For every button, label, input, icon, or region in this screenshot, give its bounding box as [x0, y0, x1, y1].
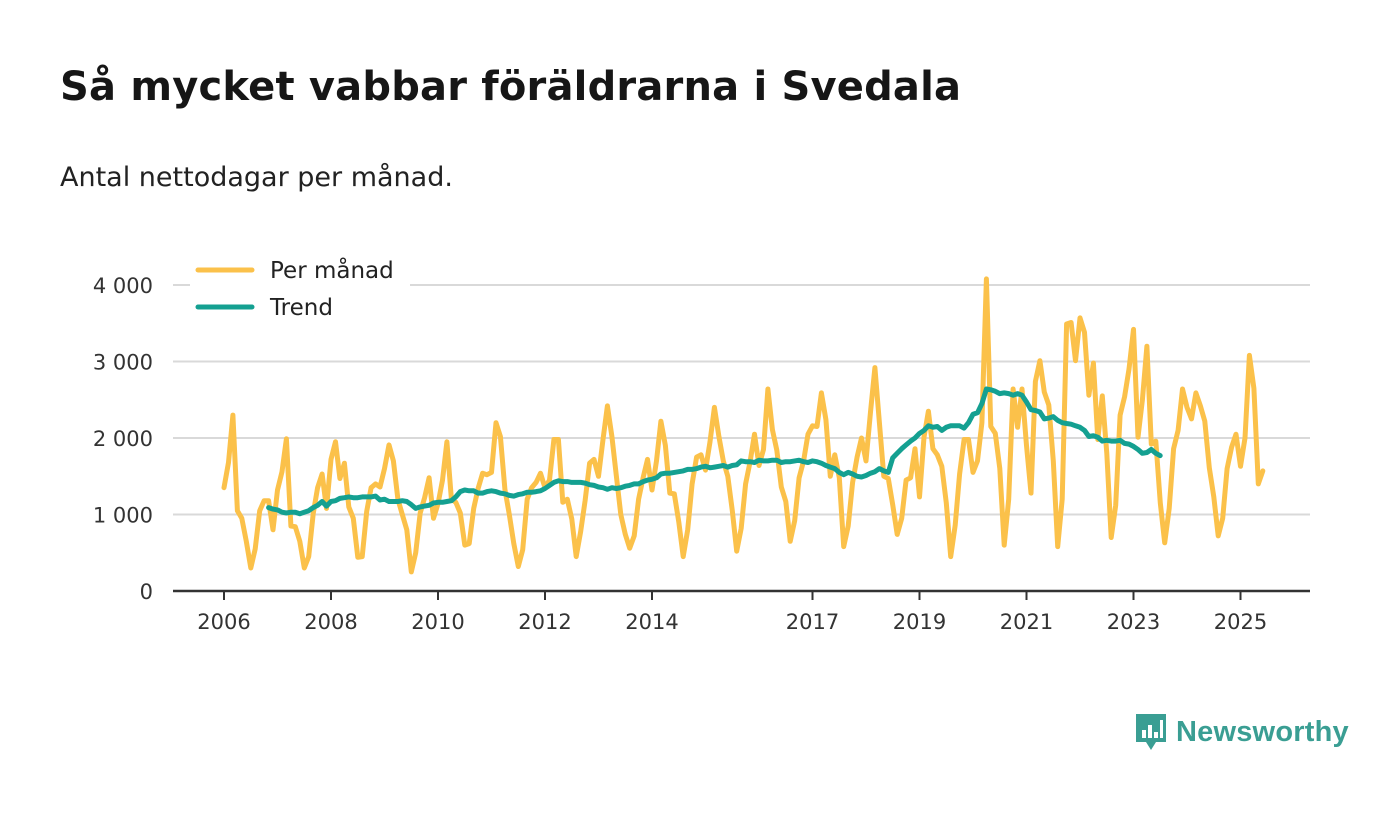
- y-tick-label-2000: 2 000: [93, 427, 153, 451]
- y-tick-label-3000: 3 000: [93, 351, 153, 375]
- x-tick-label-2025: 2025: [1214, 610, 1267, 634]
- brand-logo: Newsworthy: [1134, 712, 1349, 752]
- x-tick-label-2008: 2008: [304, 610, 357, 634]
- y-tick-label-1000: 1 000: [93, 504, 153, 528]
- x-tick-label-2014: 2014: [625, 610, 678, 634]
- legend-label-trend: Trend: [269, 295, 333, 321]
- series-line-trend: [266, 386, 1163, 517]
- legend-label-per-manad: Per månad: [270, 256, 394, 284]
- series-line-per-manad: [221, 276, 1266, 575]
- newsworthy-logo-icon: [1136, 714, 1166, 750]
- y-tick-label-4000: 4 000: [93, 274, 153, 298]
- legend-background: [190, 250, 410, 326]
- x-tick-label-2006: 2006: [197, 610, 250, 634]
- y-axis-ticks: 0 1 000 2 000 3 000 4 000: [93, 274, 153, 604]
- x-tick-label-2012: 2012: [518, 610, 571, 634]
- y-tick-label-0: 0: [140, 580, 153, 604]
- chart-subtitle: Antal nettodagar per månad.: [60, 162, 453, 193]
- x-tick-label-2021: 2021: [1000, 610, 1053, 634]
- x-tick-label-2023: 2023: [1107, 610, 1160, 634]
- brand-name: Newsworthy: [1176, 715, 1349, 748]
- chart-title: Så mycket vabbar föräldrarna i Svedala: [60, 64, 962, 110]
- x-tick-label-2010: 2010: [411, 610, 464, 634]
- legend: Per månad Trend: [190, 250, 410, 326]
- x-tick-label-2017: 2017: [786, 610, 839, 634]
- x-axis-ticks: 2006 2008 2010 2012 2014 2017 2019 2021 2023 2025: [197, 591, 1267, 634]
- series-lines: [221, 276, 1266, 575]
- x-tick-label-2019: 2019: [893, 610, 946, 634]
